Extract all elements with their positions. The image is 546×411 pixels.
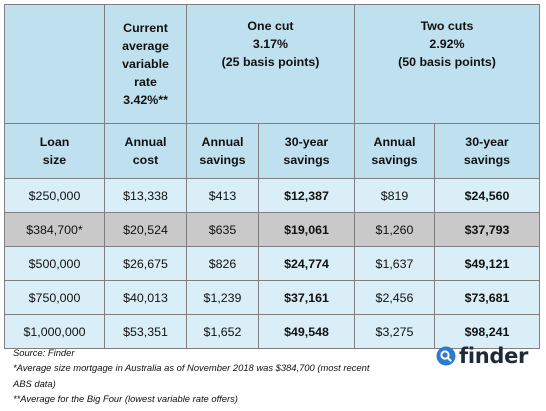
- header-line: Loan: [39, 135, 70, 149]
- header-empty-cell: [4, 4, 105, 124]
- annual-savings-one-cut-cell: $826: [186, 246, 259, 281]
- 30-year-savings-one-cut-cell: $12,387: [258, 178, 355, 213]
- loan-size-cell: $250,000: [4, 178, 105, 213]
- header-annual-savings-two-cuts: Annual savings: [354, 123, 435, 179]
- header-line: 30-year: [284, 135, 329, 149]
- 30-year-savings-two-cuts-cell: $49,121: [434, 246, 540, 281]
- annual-savings-two-cuts-cell: $3,275: [354, 314, 435, 349]
- annual-cost-cell: $26,675: [104, 246, 187, 281]
- 30-year-savings-one-cut-cell: $19,061: [258, 212, 355, 247]
- 30-year-savings-two-cuts-cell: $98,241: [434, 314, 540, 349]
- header-line: (50 basis points): [398, 55, 496, 69]
- header-line: savings: [463, 153, 511, 167]
- loan-size-cell: $1,000,000: [4, 314, 105, 349]
- annual-savings-two-cuts-cell: $1,260: [354, 212, 435, 247]
- finder-logo: finder: [436, 343, 528, 369]
- header-line: (25 basis points): [221, 55, 320, 69]
- finder-logo-text: finder: [459, 344, 529, 368]
- 30-year-savings-one-cut-cell: $49,548: [258, 314, 355, 349]
- header-loan-size: Loan size: [4, 123, 105, 179]
- header-line: size: [42, 153, 67, 167]
- average-mortgage-footnote-continued: ABS data): [13, 377, 56, 389]
- table-row-highlighted: $384,700* $20,524 $635 $19,061 $1,260 $3…: [4, 212, 540, 247]
- 30-year-savings-two-cuts-cell: $24,560: [434, 178, 540, 213]
- 30-year-savings-one-cut-cell: $37,161: [258, 280, 355, 315]
- header-line: Annual: [124, 135, 167, 149]
- finder-logo-icon: [436, 346, 456, 366]
- annual-savings-one-cut-cell: $1,652: [186, 314, 259, 349]
- header-row-rates: Current average variable rate 3.42%** On…: [4, 4, 540, 124]
- loan-size-cell: $384,700*: [4, 212, 105, 247]
- annual-cost-cell: $40,013: [104, 280, 187, 315]
- loan-size-cell: $500,000: [4, 246, 105, 281]
- header-line: 2.92%: [429, 37, 465, 51]
- annual-savings-one-cut-cell: $413: [186, 178, 259, 213]
- header-line: savings: [199, 153, 246, 167]
- annual-cost-cell: $13,338: [104, 178, 187, 213]
- header-line: rate: [134, 75, 157, 89]
- header-current-rate: Current average variable rate 3.42%**: [104, 4, 187, 124]
- header-30-year-savings-two-cuts: 30-year savings: [434, 123, 540, 179]
- header-line: savings: [283, 153, 330, 167]
- header-30-year-savings-one-cut: 30-year savings: [258, 123, 355, 179]
- annual-savings-one-cut-cell: $635: [186, 212, 259, 247]
- header-line: Current: [123, 21, 168, 35]
- header-annual-cost: Annual cost: [104, 123, 187, 179]
- header-line: Annual: [373, 135, 416, 149]
- header-line: average: [122, 39, 169, 53]
- header-line: 30-year: [465, 135, 509, 149]
- table-row: $1,000,000 $53,351 $1,652 $49,548 $3,275…: [4, 314, 540, 349]
- annual-cost-cell: $53,351: [104, 314, 187, 349]
- loan-size-cell: $750,000: [4, 280, 105, 315]
- header-two-cuts: Two cuts 2.92% (50 basis points): [354, 4, 540, 124]
- annual-savings-one-cut-cell: $1,239: [186, 280, 259, 315]
- 30-year-savings-one-cut-cell: $24,774: [258, 246, 355, 281]
- header-row-columns: Loan size Annual cost Annual savings 30-…: [4, 123, 540, 179]
- table-footnotes: Source: Finder *Average size mortgage in…: [13, 345, 369, 406]
- header-line: One cut: [247, 19, 294, 33]
- header-line: cost: [132, 153, 159, 167]
- header-line: Two cuts: [420, 19, 474, 33]
- table-row: $750,000 $40,013 $1,239 $37,161 $2,456 $…: [4, 280, 540, 315]
- annual-savings-two-cuts-cell: $2,456: [354, 280, 435, 315]
- table-row: $250,000 $13,338 $413 $12,387 $819 $24,5…: [4, 178, 540, 213]
- 30-year-savings-two-cuts-cell: $37,793: [434, 212, 540, 247]
- table-row: $500,000 $26,675 $826 $24,774 $1,637 $49…: [4, 246, 540, 281]
- source-note: Source: Finder: [13, 347, 75, 358]
- header-line: variable: [122, 57, 169, 71]
- header-line: Annual: [201, 135, 244, 149]
- annual-savings-two-cuts-cell: $819: [354, 178, 435, 213]
- big-four-footnote: **Average for the Big Four (lowest varia…: [13, 392, 238, 404]
- annual-cost-cell: $20,524: [104, 212, 187, 247]
- 30-year-savings-two-cuts-cell: $73,681: [434, 280, 540, 315]
- header-line: savings: [371, 153, 418, 167]
- header-one-cut: One cut 3.17% (25 basis points): [186, 4, 355, 124]
- interest-rate-savings-table: Current average variable rate 3.42%** On…: [4, 4, 540, 349]
- header-line: 3.42%**: [123, 93, 168, 107]
- header-line: 3.17%: [252, 37, 289, 51]
- average-mortgage-footnote: *Average size mortgage in Australia as o…: [13, 362, 370, 374]
- annual-savings-two-cuts-cell: $1,637: [354, 246, 435, 281]
- header-annual-savings-one-cut: Annual savings: [186, 123, 259, 179]
